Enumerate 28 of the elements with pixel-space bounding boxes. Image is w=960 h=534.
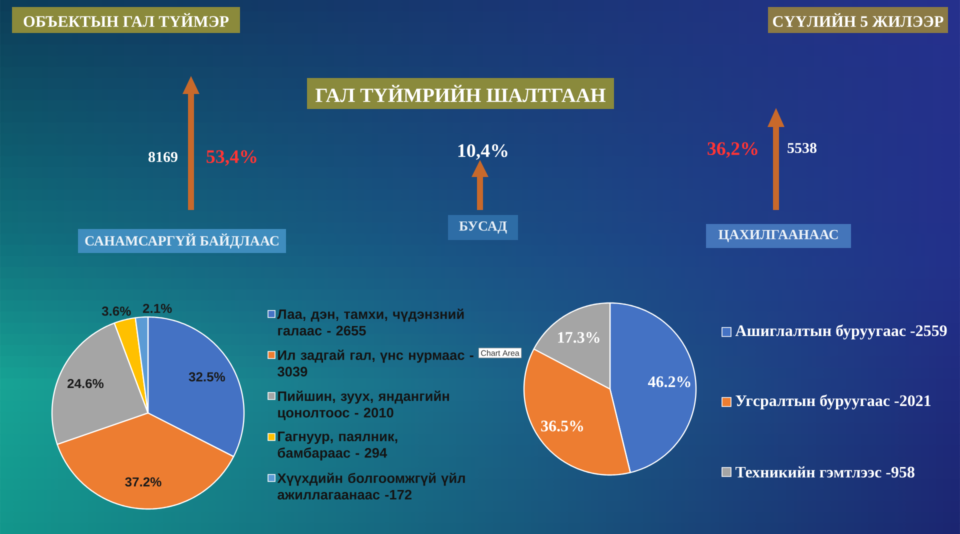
data-label: 2.1% (142, 304, 172, 313)
text: ГАЛ ТҮЙМРИЙН ШАЛТГААН (316, 84, 606, 102)
legend-label: Угсралтын буруугаас -2021 (736, 394, 931, 410)
legend-label: Ашиглалтын буруугаас -2559 (735, 324, 947, 340)
data-label: 24.6% (67, 378, 104, 388)
text: 10,4% (458, 144, 508, 160)
data-label: 3.6% (102, 306, 131, 316)
text: 53,4% (206, 150, 256, 166)
text: 36,2% (708, 142, 758, 158)
text: ОБЪЕКТЫН ГАЛ ТҮЙМЭР (24, 13, 229, 27)
data-label: 17.3% (558, 332, 600, 343)
legend-label: Ил задгай гал, үнс нурмаас - 3039 (278, 350, 474, 377)
text: 8169 (148, 152, 178, 162)
legend-label: Хүүхдийн болгоомжгүй үйл ажиллагаанаас -172 (277, 472, 465, 500)
text: СҮҮЛИЙН 5 ЖИЛЭЭР (772, 13, 944, 27)
data-label: 37.2% (125, 477, 162, 487)
legend-label: Лаа, дэн, тамхи, чүдэнзний галаас - 2655 (277, 308, 464, 336)
text: Chart Area (481, 350, 520, 356)
chart-title: САНАМСАРГҮЙ БАЙДЛААС (85, 234, 278, 248)
data-label: 46.2% (648, 376, 690, 388)
data-label: 36.5% (541, 420, 584, 432)
legend-label: Пийшин, зуух, яндангийн цонолтоос - 2010 (278, 390, 449, 420)
legend-label: Гагнуур, паялник, бамбараас - 294 (278, 432, 398, 460)
chart-title: ЦАХИЛГААНААС (718, 230, 838, 242)
text: 5538 (788, 142, 817, 154)
text: БУСАД (459, 221, 507, 234)
data-label: 32.5% (188, 372, 226, 382)
legend-label: Техникийн гэмтлээс -958 (735, 466, 914, 478)
